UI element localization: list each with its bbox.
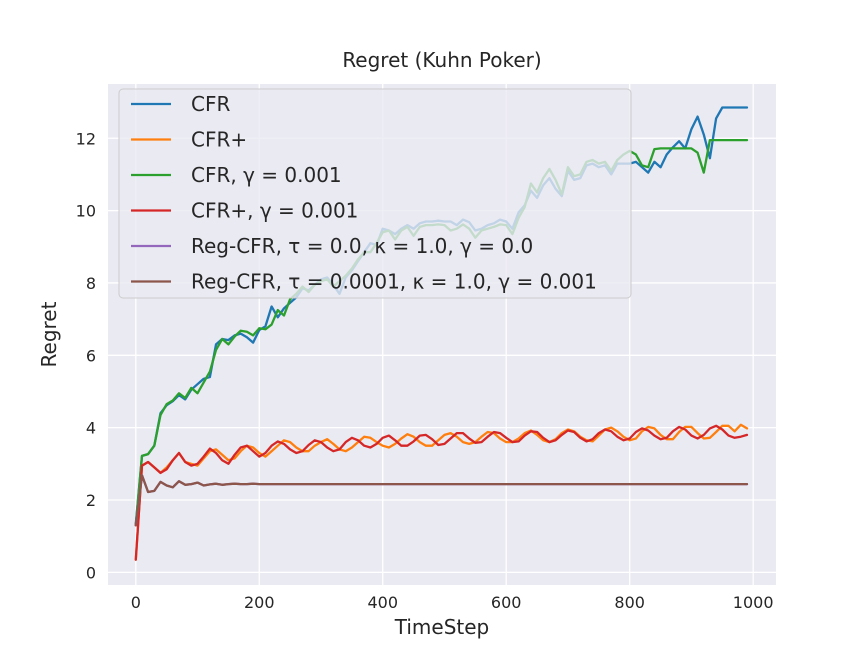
y-tick-label: 8 xyxy=(86,274,96,293)
y-tick-label: 4 xyxy=(86,419,96,438)
y-axis-label: Regret xyxy=(37,301,61,367)
series-line-3 xyxy=(134,424,749,561)
y-tick-label: 12 xyxy=(76,129,96,148)
x-tick-label: 200 xyxy=(244,593,275,612)
x-tick-label: 0 xyxy=(131,593,141,612)
y-tick-label: 6 xyxy=(86,346,96,365)
x-axis-label: TimeStep xyxy=(394,615,489,639)
chart-title: Regret (Kuhn Poker) xyxy=(342,48,541,72)
x-tick-label: 600 xyxy=(491,593,522,612)
legend: CFR CFR+ CFR, γ = 0.001 CFR+, γ = 0.001 Reg-… xyxy=(118,88,632,299)
legend-entry-label: Reg-CFR, τ = 0.0001, κ = 1.0, γ = 0.001 xyxy=(191,270,597,294)
x-tick-label: 1000 xyxy=(733,593,774,612)
y-tick-label: 0 xyxy=(86,563,96,582)
series-line-5 xyxy=(134,474,749,527)
x-tick-label: 800 xyxy=(614,593,645,612)
legend-entry-label: CFR xyxy=(191,92,230,116)
legend-entry-label: Reg-CFR, τ = 0.0, κ = 1.0, γ = 0.0 xyxy=(191,234,533,258)
y-tick-label: 10 xyxy=(76,202,96,221)
legend-entry-label: CFR+, γ = 0.001 xyxy=(191,199,358,223)
legend-frame xyxy=(118,88,632,299)
legend-entry-label: CFR+ xyxy=(191,128,247,152)
axis-ticks: 0 200 400 600 800 1000 0 2 4 6 8 10 12 xyxy=(76,129,774,612)
legend-entry-label: CFR, γ = 0.001 xyxy=(191,163,342,187)
x-tick-label: 400 xyxy=(367,593,398,612)
y-tick-label: 2 xyxy=(86,491,96,510)
